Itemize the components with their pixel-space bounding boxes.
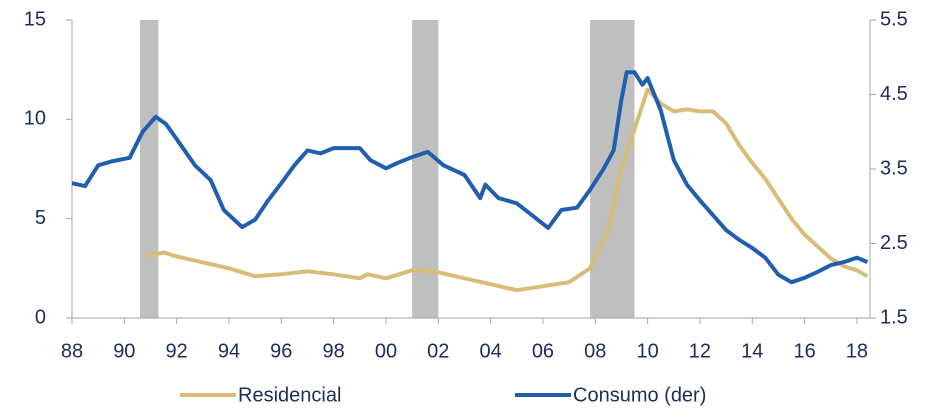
y2-tick-label: 1.5	[880, 306, 908, 328]
x-tick-label: 02	[427, 340, 449, 362]
recession-band	[140, 20, 159, 318]
x-tick-label: 10	[636, 340, 658, 362]
x-tick-label: 14	[741, 340, 763, 362]
y-tick-label: 0	[35, 306, 46, 328]
x-tick-label: 88	[61, 340, 83, 362]
recession-band	[590, 20, 635, 318]
x-tick-label: 94	[218, 340, 240, 362]
x-tick-label: 12	[689, 340, 711, 362]
x-tick-label: 00	[375, 340, 397, 362]
legend-label: Residencial	[238, 384, 341, 406]
x-tick-label: 04	[479, 340, 501, 362]
legend-label: Consumo (der)	[573, 384, 706, 406]
series-line	[71, 70, 869, 285]
x-tick-label: 08	[584, 340, 606, 362]
y2-tick-label: 3.5	[880, 157, 908, 179]
y2-tick-label: 5.5	[880, 8, 908, 30]
y-tick-label: 5	[35, 207, 46, 229]
x-tick-label: 90	[113, 340, 135, 362]
x-tick-label: 06	[532, 340, 554, 362]
x-tick-label: 92	[166, 340, 188, 362]
x-tick-label: 96	[270, 340, 292, 362]
x-tick-label: 98	[323, 340, 345, 362]
y-tick-label: 10	[24, 108, 46, 130]
x-tick-label: 16	[793, 340, 815, 362]
x-tick-label: 18	[846, 340, 868, 362]
series-line	[144, 87, 869, 293]
recession-band	[412, 20, 439, 318]
y2-tick-label: 4.5	[880, 83, 908, 105]
y2-tick-label: 2.5	[880, 232, 908, 254]
y-tick-label: 15	[24, 8, 46, 30]
